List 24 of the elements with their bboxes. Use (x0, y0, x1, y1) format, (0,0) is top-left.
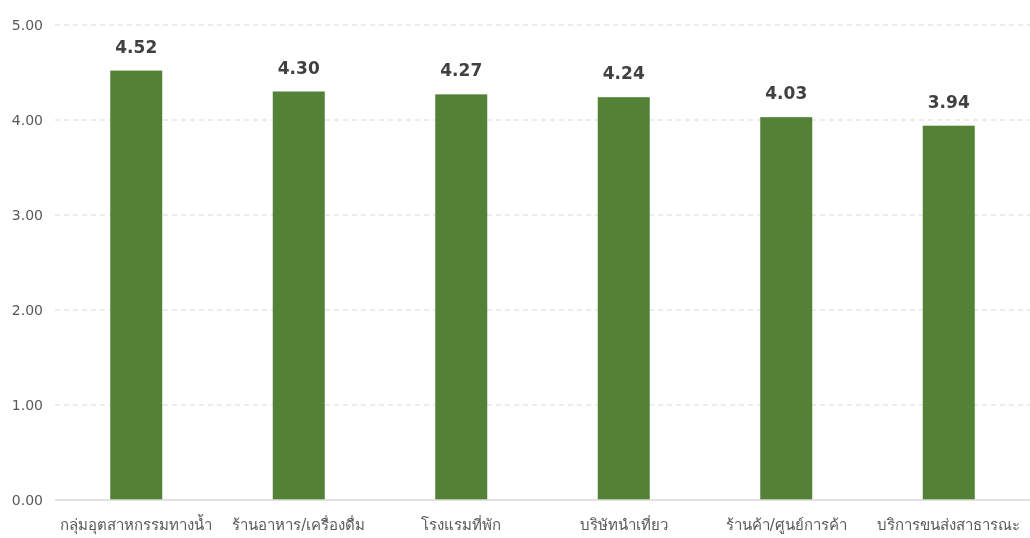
y-tick-label: 0.00 (11, 492, 43, 508)
y-tick-label: 4.00 (11, 112, 43, 128)
bar (272, 91, 325, 500)
data-label: 4.52 (115, 36, 158, 57)
y-tick-label: 2.00 (11, 302, 43, 318)
bar (435, 94, 488, 500)
bar (597, 97, 650, 500)
x-tick-label: บริษัทนำเที่ยว (579, 514, 668, 534)
x-tick-label: โรงแรมที่พัก (421, 514, 502, 534)
bar (760, 117, 813, 500)
y-tick-label: 5.00 (11, 17, 43, 33)
data-label: 4.27 (440, 60, 483, 81)
bar (922, 125, 975, 500)
y-tick-label: 3.00 (11, 207, 43, 223)
x-tick-label: ร้านอาหาร/เครื่องดื่ม (232, 514, 366, 534)
x-tick-label: ร้านค้า/ศูนย์การค้า (725, 516, 847, 534)
bar (110, 70, 163, 500)
data-label: 4.03 (765, 83, 808, 104)
data-label: 3.94 (927, 91, 970, 112)
x-tick-label: บริการขนส่งสาธารณะ (877, 516, 1021, 534)
y-tick-label: 1.00 (11, 397, 43, 413)
x-tick-label: กลุ่มอุตสาหกรรมทางน้ำ (60, 514, 213, 535)
data-label: 4.24 (602, 63, 645, 84)
data-label: 4.30 (277, 57, 320, 78)
